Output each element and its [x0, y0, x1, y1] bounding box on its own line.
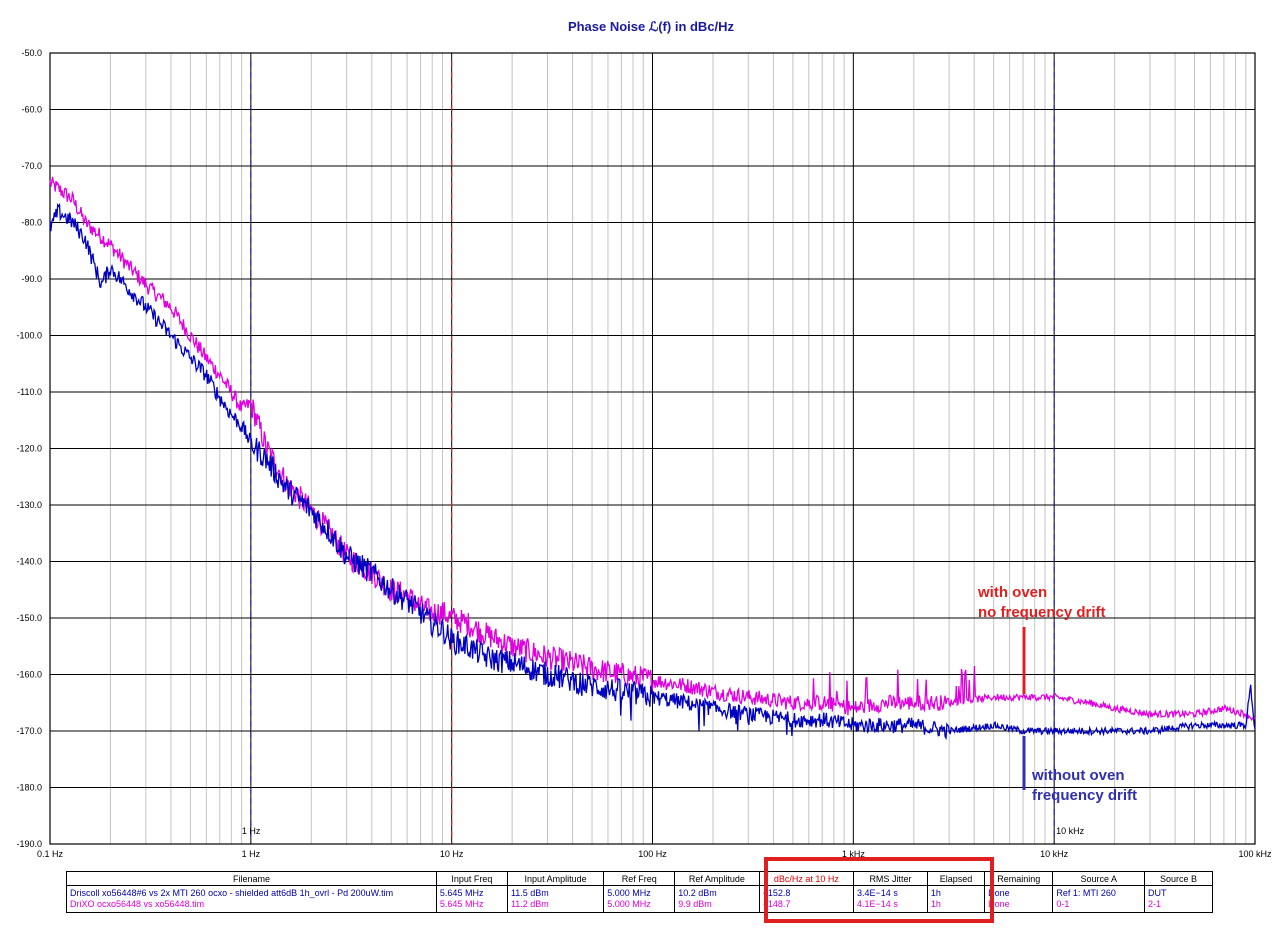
y-tick-label: -150.0	[16, 613, 42, 623]
table-cell: −148.7	[758, 899, 855, 913]
x-tick-label: 100 Hz	[638, 849, 667, 859]
table-cell: 10.2 dBm	[674, 885, 760, 899]
y-tick-label: -170.0	[16, 726, 42, 736]
annotation-text: with oven	[977, 584, 1047, 601]
table-cell: Done	[984, 899, 1054, 913]
y-tick-label: -120.0	[16, 444, 42, 454]
table-row: DriXO ocxo56448 vs xo56448.tim 5.645 MHz 1…	[66, 899, 1213, 913]
table-cell: Driscoll xo56448#6 vs 2x MTI 260 ocxo - …	[66, 885, 437, 899]
x-inner-label: 1 Hz	[242, 826, 261, 836]
x-tick-label: 1 kHz	[842, 849, 866, 859]
table-cell: 2-1	[1144, 899, 1213, 913]
measurement-table: Filename Input Freq Input Amplitude Ref Fre…	[66, 871, 1213, 913]
y-tick-label: -90.0	[21, 274, 42, 284]
table-header-row: Filename Input Freq Input Amplitude Ref Fre…	[66, 871, 1213, 886]
chart-title: Phase Noise ℒ(f) in dBc/Hz	[568, 19, 735, 34]
table-cell: 1h	[926, 885, 986, 899]
grid	[49, 52, 1256, 845]
y-tick-label: -70.0	[21, 161, 42, 171]
y-tick-label: -140.0	[16, 557, 42, 567]
table-row: Driscoll xo56448#6 vs 2x MTI 260 ocxo - …	[66, 885, 1213, 899]
table-header-cell: dBc/Hz at 10 Hz	[758, 871, 855, 886]
table-cell: 3.4E−14 s	[853, 885, 928, 899]
table-header-cell: Elapsed	[926, 871, 986, 886]
table-cell: 9.9 dBm	[674, 899, 760, 913]
table-cell: DriXO ocxo56448 vs xo56448.tim	[66, 899, 437, 913]
x-tick-label: 10 Hz	[440, 849, 464, 859]
x-tick-label: 0.1 Hz	[37, 849, 64, 859]
y-tick-label: -50.0	[21, 48, 42, 58]
y-tick-label: -80.0	[21, 218, 42, 228]
table-header-cell: Ref Freq	[603, 871, 676, 886]
table-cell: DUT	[1144, 885, 1213, 899]
x-tick-label: 1 Hz	[242, 849, 261, 859]
table-cell: Ref 1: MTI 260	[1052, 885, 1146, 899]
table-cell: −152.8	[758, 885, 855, 899]
y-tick-label: -110.0	[17, 387, 42, 397]
table-cell: 11.5 dBm	[506, 885, 605, 899]
plot-border	[49, 52, 1256, 845]
annotation-text: frequency drift	[1032, 787, 1137, 804]
table-cell: 0-1	[1052, 899, 1146, 913]
annotation-text: no frequency drift	[978, 604, 1106, 621]
table-cell: 11.2 dBm	[506, 899, 605, 913]
annotation-text: without oven	[1031, 767, 1125, 784]
x-inner-label: 10 kHz	[1056, 826, 1085, 836]
table-header-cell: Filename	[66, 871, 437, 886]
table-cell: Done	[984, 885, 1054, 899]
table-header-cell: Source A	[1052, 871, 1146, 886]
x-tick-label: 100 kHz	[1238, 849, 1272, 859]
y-tick-label: -180.0	[16, 783, 42, 793]
table-header-cell: Ref Amplitude	[674, 871, 760, 886]
x-tick-label: 10 kHz	[1040, 849, 1069, 859]
y-tick-label: -190.0	[16, 839, 42, 849]
series-line-1	[49, 176, 1256, 722]
table-cell: 4.1E−14 s	[853, 899, 928, 913]
table-cell: 1h	[926, 899, 986, 913]
y-tick-label: -130.0	[16, 500, 42, 510]
table-body: Driscoll xo56448#6 vs 2x MTI 260 ocxo - …	[66, 885, 1213, 913]
table-header-cell: RMS Jitter	[853, 871, 928, 886]
annotations: with oven no frequency drift without oven f…	[977, 584, 1137, 804]
table-cell: 5.000 MHz	[603, 899, 676, 913]
y-tick-label: -160.0	[16, 670, 42, 680]
table-header-cell: Source B	[1144, 871, 1213, 886]
y-tick-label: -60.0	[21, 105, 42, 115]
y-tick-label: -100.0	[16, 331, 42, 341]
table-cell: 5.000 MHz	[603, 885, 676, 899]
series-line-2	[49, 202, 1256, 741]
series-layer	[49, 176, 1256, 741]
table-header-cell: Input Amplitude	[506, 871, 605, 886]
table-cell: 5.645 MHz	[435, 899, 508, 913]
table-cell: 5.645 MHz	[435, 885, 508, 899]
table-header-cell: Input Freq	[435, 871, 508, 886]
axis-labels: -50.0 -60.0 -70.0 -80.0 -90.0 -100.0 -110.0 -12…	[16, 48, 1272, 859]
table-header-cell: Remaining	[984, 871, 1054, 886]
